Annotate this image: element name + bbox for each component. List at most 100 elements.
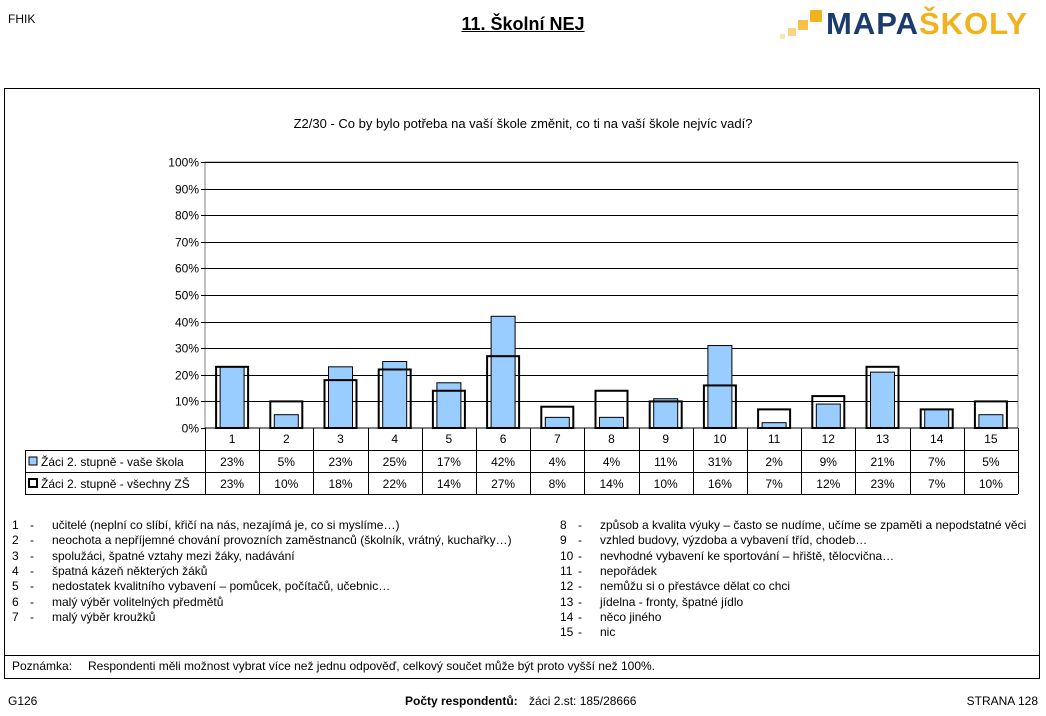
data-label-vsechny-zs: 7%: [765, 477, 783, 491]
answer-text: špatná kázeň některých žáků: [52, 563, 208, 578]
answer-text: malý výběr kroužků: [52, 609, 156, 624]
bar-vase-skola: [328, 366, 353, 429]
data-label-vsechny-zs: 14%: [599, 477, 623, 491]
data-label-vase-skola: 5%: [982, 455, 1000, 469]
respondents-label: Počty respondentů:: [405, 694, 518, 708]
answer-number: 5: [12, 579, 19, 594]
answer-dash: -: [578, 518, 582, 532]
bar-vase-skola: [436, 382, 462, 429]
data-label-vsechny-zs: 10%: [274, 477, 298, 491]
answer-text: nemůžu si o přestávce dělat co chci: [600, 579, 791, 594]
y-tick-label: 80%: [175, 209, 199, 223]
bar-vase-skola: [870, 371, 895, 429]
legend-label-vsechny-zs: Žáci 2. stupně - všechny ZŠ: [41, 476, 190, 491]
category-label: 2: [283, 432, 290, 446]
footer-code: G126: [8, 694, 38, 708]
page-title: 11. Školní NEJ: [461, 14, 585, 34]
answer-text: neochota a nepříjemné chování provozních…: [52, 533, 512, 548]
answer-number: 6: [12, 594, 19, 609]
answer-text: nepořádek: [600, 563, 657, 578]
category-label: 11: [768, 432, 781, 446]
answer-dash: -: [578, 594, 582, 609]
y-tick-label: 50%: [175, 289, 199, 303]
answer-number: 11: [560, 563, 573, 578]
bar-vase-skola: [599, 416, 624, 429]
answer-number: 3: [12, 548, 19, 563]
y-tick-label: 100%: [168, 156, 199, 170]
respondents-value: žáci 2.st: 185/28666: [529, 694, 637, 708]
data-label-vase-skola: 9%: [820, 455, 838, 469]
data-label-vase-skola: 5%: [278, 455, 296, 469]
data-label-vsechny-zs: 23%: [870, 477, 894, 491]
answer-dash: -: [578, 609, 582, 624]
category-label: 6: [500, 432, 507, 446]
y-tick-label: 60%: [175, 262, 199, 276]
legend-swatch-vsechny-zs: [28, 478, 38, 488]
footer-respondents: Počty respondentů: žáci 2.st: 185/28666: [405, 694, 636, 708]
category-label: 3: [337, 432, 344, 446]
answer-text: spolužáci, špatné vztahy mezi žáky, nadá…: [52, 548, 295, 563]
answer-dash: -: [30, 548, 34, 563]
category-label: 7: [554, 432, 561, 446]
answer-text: nic: [600, 625, 616, 640]
data-label-vase-skola: 31%: [708, 455, 732, 469]
category-label: 13: [876, 432, 890, 446]
data-label-vase-skola: 4%: [549, 455, 567, 469]
bar-vase-skola: [815, 403, 841, 429]
bar-vase-skola: [273, 414, 299, 429]
data-label-vase-skola: 11%: [654, 455, 677, 469]
data-label-vsechny-zs: 22%: [383, 477, 407, 491]
answer-legend-item: 15- nic: [560, 625, 615, 639]
legend-swatch-vase-skola: [28, 456, 38, 466]
mapa-skoly-logo: MAPAŠKOLY: [778, 6, 1028, 41]
logo-text-part1: MAPA: [826, 6, 919, 41]
data-label-vsechny-zs: 12%: [816, 477, 840, 491]
data-label-vsechny-zs: 8%: [549, 477, 567, 491]
answer-text: malý výběr volitelných předmětů: [52, 594, 224, 609]
answer-legend-item: 11- nepořádek: [560, 564, 657, 578]
bar-vase-skola: [978, 414, 1004, 429]
category-label: 1: [229, 432, 236, 446]
answer-text: jídelna - fronty, špatné jídlo: [600, 594, 744, 609]
answer-legend-item: 3- spolužáci, špatné vztahy mezi žáky, na…: [12, 549, 295, 563]
logo-squares-icon: [778, 8, 824, 40]
category-label: 10: [713, 432, 727, 446]
answer-dash: -: [30, 579, 34, 594]
logo-text-part2: ŠKOLY: [918, 6, 1028, 41]
page-number: STRANA 128: [966, 694, 1038, 708]
answer-number: 14: [560, 609, 574, 624]
data-label-vase-skola: 21%: [870, 455, 894, 469]
answer-dash: -: [578, 548, 582, 563]
y-tick-label: 30%: [175, 342, 199, 356]
answer-legend-item: 13- jídelna - fronty, špatné jídlo: [560, 595, 743, 609]
answer-legend-item: 7- malý výběr kroužků: [12, 610, 155, 624]
answer-number: 9: [560, 533, 567, 548]
answer-number: 13: [560, 594, 574, 609]
answer-number: 12: [560, 579, 574, 594]
answer-number: 7: [12, 609, 19, 624]
answer-legend-item: 2- neochota a nepříjemné chování provozní…: [12, 533, 512, 547]
answer-text: něco jiného: [600, 609, 662, 624]
answer-legend-item: 12- nemůžu si o přestávce dělat co chci: [560, 579, 790, 593]
data-label-vase-skola: 23%: [220, 455, 244, 469]
data-label-vase-skola: 7%: [928, 455, 946, 469]
category-label: 4: [391, 432, 398, 446]
answer-dash: -: [30, 594, 34, 609]
answer-number: 1: [12, 518, 19, 532]
y-tick-label: 40%: [175, 316, 199, 330]
answer-text: nedostatek kvalitního vybavení – pomůcek…: [52, 579, 391, 594]
bar-vase-skola: [382, 361, 408, 429]
answer-number: 4: [12, 563, 19, 578]
answer-legend-item: 6- malý výběr volitelných předmětů: [12, 595, 223, 609]
answer-legend-item: 1- učitelé (neplní co slíbí, křičí na nás…: [12, 518, 399, 532]
y-tick-label: 0%: [182, 422, 200, 436]
data-label-vsechny-zs: 14%: [437, 477, 461, 491]
category-label: 14: [930, 432, 944, 446]
data-label-vsechny-zs: 10%: [979, 477, 1003, 491]
data-label-vsechny-zs: 16%: [708, 477, 732, 491]
answer-legend-item: 10- nevhodné vybavení ke sportování – hři…: [560, 549, 894, 563]
bar-vase-skola: [707, 345, 733, 429]
data-label-vase-skola: 42%: [491, 455, 515, 469]
category-label: 15: [984, 432, 998, 446]
note-label: Poznámka:: [12, 659, 73, 673]
